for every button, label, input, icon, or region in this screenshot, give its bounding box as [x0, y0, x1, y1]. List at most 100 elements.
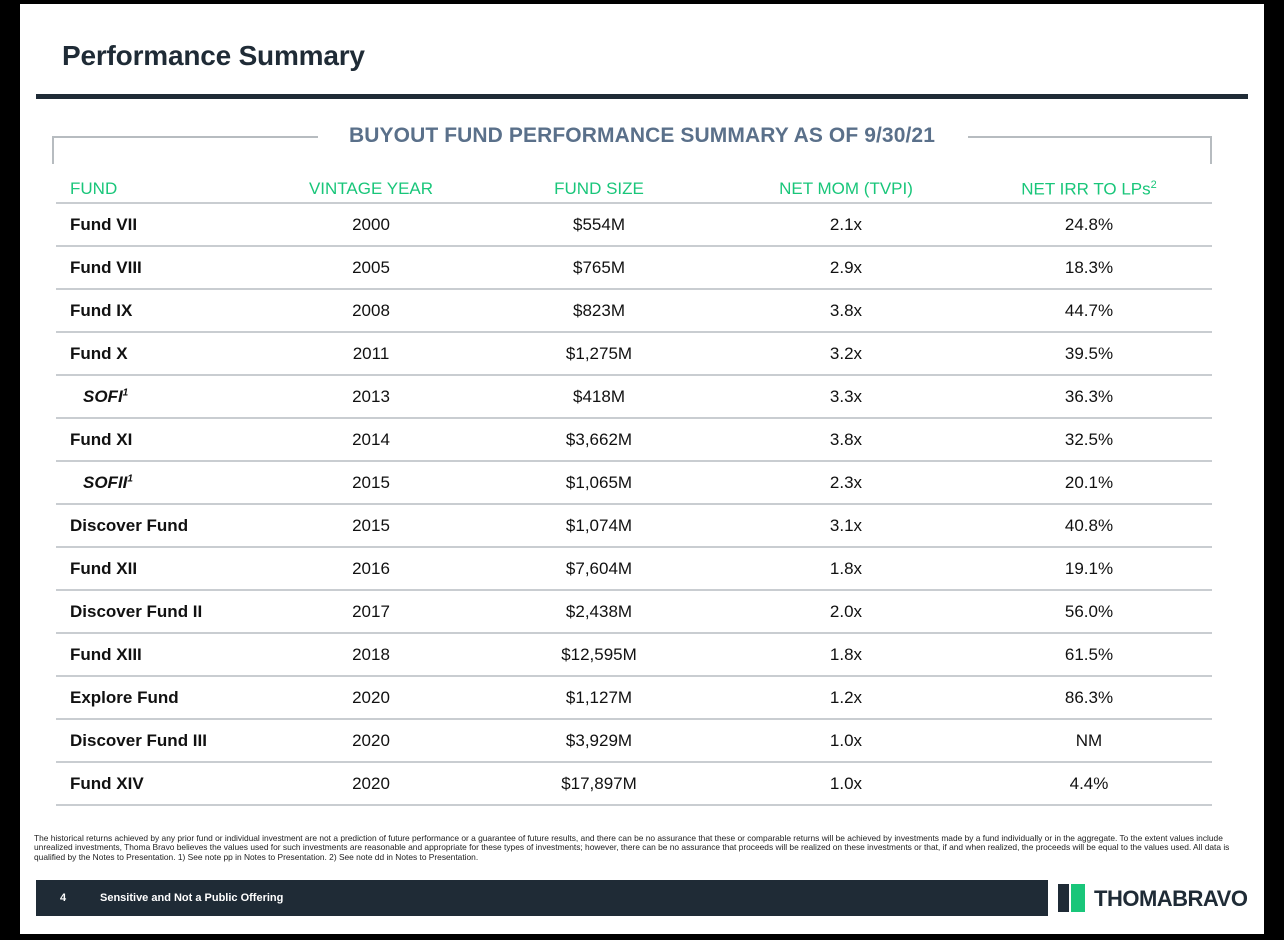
cell-net-mom: 1.0x: [726, 762, 966, 806]
cell-fund-size: $765M: [472, 246, 726, 290]
table-row: Discover Fund 2015 $1,074M 3.1x 40.8%: [56, 504, 1212, 548]
cell-net-irr: 40.8%: [966, 504, 1212, 548]
table-row: SOFII1 2015 $1,065M 2.3x 20.1%: [56, 461, 1212, 505]
cell-net-irr: NM: [966, 719, 1212, 763]
cell-net-irr: 4.4%: [966, 762, 1212, 806]
fund-name-text: Fund IX: [70, 300, 133, 320]
cell-fund-name: Fund VIII: [56, 246, 270, 290]
header-net-irr-footnote: 2: [1150, 178, 1157, 191]
fund-name-text: Fund XIII: [70, 644, 142, 664]
title-divider: [36, 94, 1248, 99]
cell-net-mom: 1.8x: [726, 547, 966, 591]
cell-net-irr: 19.1%: [966, 547, 1212, 591]
cell-fund-name: Fund XIV: [56, 762, 270, 806]
table-title: BUYOUT FUND PERFORMANCE SUMMARY AS OF 9/…: [349, 124, 935, 147]
cell-net-irr: 86.3%: [966, 676, 1212, 720]
cell-fund-name: Fund IX: [56, 289, 270, 333]
cell-fund-size: $823M: [472, 289, 726, 333]
cell-net-mom: 1.2x: [726, 676, 966, 720]
table-row: Fund IX 2008 $823M 3.8x 44.7%: [56, 289, 1212, 333]
cell-fund-size: $3,662M: [472, 418, 726, 462]
table-row: Fund X 2011 $1,275M 3.2x 39.5%: [56, 332, 1212, 376]
page-number: 4: [60, 892, 67, 904]
cell-vintage-year: 2015: [270, 504, 472, 548]
cell-vintage-year: 2011: [270, 332, 472, 376]
thoma-bravo-logo: THOMABRAVO: [1058, 884, 1248, 914]
logo-text: THOMABRAVO: [1094, 886, 1248, 911]
table-row: Fund XIII 2018 $12,595M 1.8x 61.5%: [56, 633, 1212, 677]
cell-net-irr: 36.3%: [966, 375, 1212, 419]
cell-fund-name: Fund VII: [56, 203, 270, 247]
cell-net-mom: 2.1x: [726, 203, 966, 247]
cell-vintage-year: 2014: [270, 418, 472, 462]
cell-fund-name: Fund X: [56, 332, 270, 376]
header-net-irr: NET IRR TO LPs2: [966, 176, 1212, 204]
table-row: Fund VIII 2005 $765M 2.9x 18.3%: [56, 246, 1212, 290]
table-header-row: FUND VINTAGE YEAR FUND SIZE NET MOM (TVP…: [56, 176, 1212, 204]
table-body: Fund VII 2000 $554M 2.1x 24.8% Fund VIII 2005 $…: [56, 203, 1212, 806]
cell-fund-size: $7,604M: [472, 547, 726, 591]
table-title-bracket-left: [52, 136, 318, 164]
cell-net-mom: 3.8x: [726, 289, 966, 333]
cell-vintage-year: 2000: [270, 203, 472, 247]
cell-fund-name: Explore Fund: [56, 676, 270, 720]
fund-name-text: Fund VII: [70, 214, 138, 234]
cell-net-irr: 39.5%: [966, 332, 1212, 376]
fund-footnote: 1: [122, 386, 129, 398]
logo-mark-icon: [1058, 884, 1086, 912]
table-row: SOFI1 2013 $418M 3.3x 36.3%: [56, 375, 1212, 419]
fund-name-text: Discover Fund: [70, 515, 189, 535]
header-fund: FUND: [56, 176, 270, 204]
cell-fund-size: $1,074M: [472, 504, 726, 548]
page-title: Performance Summary: [62, 40, 365, 71]
table-row: Discover Fund II 2017 $2,438M 2.0x 56.0%: [56, 590, 1212, 634]
fund-name-text: Fund XII: [70, 558, 138, 578]
fund-name-text: Fund XIV: [70, 773, 144, 793]
fund-name-text: Explore Fund: [70, 687, 179, 707]
cell-net-mom: 3.8x: [726, 418, 966, 462]
cell-fund-size: $1,065M: [472, 461, 726, 505]
footer-bar: 4 Sensitive and Not a Public Offering: [36, 880, 1048, 916]
table-title-bracket-right: [968, 136, 1212, 164]
cell-net-irr: 32.5%: [966, 418, 1212, 462]
cell-fund-size: $12,595M: [472, 633, 726, 677]
footer-text: Sensitive and Not a Public Offering: [100, 892, 284, 904]
table-row: Explore Fund 2020 $1,127M 1.2x 86.3%: [56, 676, 1212, 720]
cell-fund-size: $418M: [472, 375, 726, 419]
cell-vintage-year: 2016: [270, 547, 472, 591]
fund-name-text: Discover Fund III: [70, 730, 207, 750]
cell-vintage-year: 2015: [270, 461, 472, 505]
cell-vintage-year: 2008: [270, 289, 472, 333]
cell-net-mom: 2.9x: [726, 246, 966, 290]
header-fund-size: FUND SIZE: [472, 176, 726, 204]
fund-name-text: SOFI: [83, 386, 123, 406]
cell-vintage-year: 2013: [270, 375, 472, 419]
cell-net-irr: 44.7%: [966, 289, 1212, 333]
cell-fund-name: SOFII1: [56, 461, 270, 505]
cell-net-mom: 1.0x: [726, 719, 966, 763]
cell-fund-size: $1,275M: [472, 332, 726, 376]
cell-net-irr: 24.8%: [966, 203, 1212, 247]
table-row: Discover Fund III 2020 $3,929M 1.0x NM: [56, 719, 1212, 763]
cell-fund-size: $3,929M: [472, 719, 726, 763]
fund-name-text: Fund XI: [70, 429, 133, 449]
cell-fund-name: SOFI1: [56, 375, 270, 419]
cell-net-mom: 3.2x: [726, 332, 966, 376]
cell-net-irr: 56.0%: [966, 590, 1212, 634]
cell-fund-name: Fund XI: [56, 418, 270, 462]
fund-name-text: Fund VIII: [70, 257, 142, 277]
disclaimer-text: The historical returns achieved by any p…: [34, 833, 1230, 862]
cell-vintage-year: 2018: [270, 633, 472, 677]
fund-name-text: Discover Fund II: [70, 601, 203, 621]
table-row: Fund XII 2016 $7,604M 1.8x 19.1%: [56, 547, 1212, 591]
header-vintage-year: VINTAGE YEAR: [270, 176, 472, 204]
slide: Performance Summary BUYOUT FUND PERFORMA…: [20, 4, 1264, 934]
cell-vintage-year: 2020: [270, 762, 472, 806]
fund-footnote: 1: [127, 472, 133, 484]
cell-net-mom: 2.3x: [726, 461, 966, 505]
table-row: Fund XI 2014 $3,662M 3.8x 32.5%: [56, 418, 1212, 462]
cell-fund-size: $554M: [472, 203, 726, 247]
table-row: Fund XIV 2020 $17,897M 1.0x 4.4%: [56, 762, 1212, 806]
cell-vintage-year: 2020: [270, 676, 472, 720]
table-row: Fund VII 2000 $554M 2.1x 24.8%: [56, 203, 1212, 247]
